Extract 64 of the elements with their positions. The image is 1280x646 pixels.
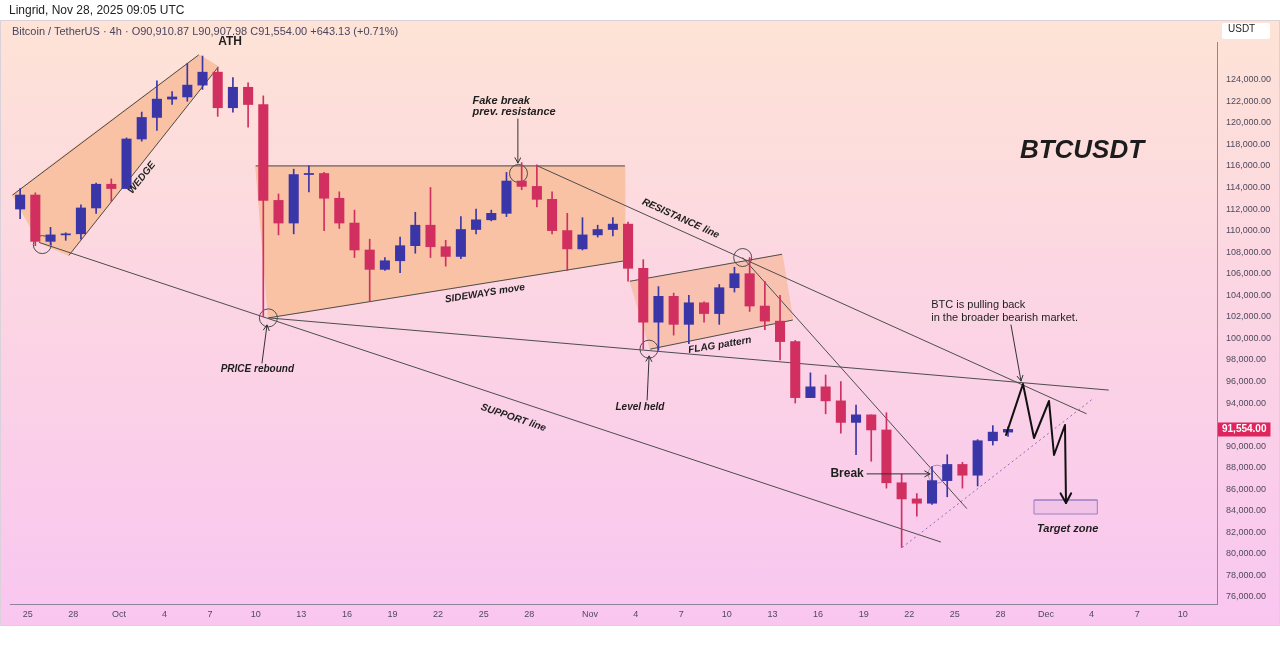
text: 91,554.00 — [1222, 423, 1267, 435]
annotation: Fake break prev. resistance — [471, 93, 556, 117]
x-tick-label: 4 — [1089, 608, 1095, 619]
annotation: PRICE rebound — [220, 362, 295, 374]
y-tick-label: 78,000.00 — [1226, 569, 1267, 580]
y-tick-label: 120,000.00 — [1226, 117, 1272, 128]
x-tick-label: 25 — [949, 608, 960, 619]
y-tick-label: 116,000.00 — [1226, 160, 1271, 171]
text: Lingrid, Nov 28, 2025 09:05 UTC — [9, 3, 185, 17]
annotation: ATH — [218, 34, 242, 49]
x-tick-label: 7 — [207, 608, 213, 619]
y-tick-label: 100,000.00 — [1226, 332, 1272, 343]
x-tick-label: 19 — [858, 608, 869, 619]
x-tick-label: 25 — [22, 608, 33, 619]
x-tick-label: 13 — [767, 608, 778, 619]
x-tick-label: 10 — [1177, 608, 1188, 619]
y-tick-label: 118,000.00 — [1226, 138, 1271, 149]
annotation: Target zone — [1036, 522, 1099, 535]
y-axis-title: USDT — [1222, 23, 1270, 39]
annotation: BTC is pulling back in the broader bearish market. — [931, 297, 1078, 323]
x-tick-label: 16 — [813, 608, 824, 619]
y-tick-label: 110,000.00 — [1226, 225, 1271, 236]
x-tick-label: Oct — [111, 608, 127, 619]
y-tick-label: 104,000.00 — [1226, 289, 1272, 300]
y-tick-label: 108,000.00 — [1226, 246, 1272, 257]
y-tick-label: 112,000.00 — [1226, 203, 1271, 214]
x-tick-label: 28 — [995, 608, 1006, 619]
x-tick-label: Nov — [582, 608, 599, 619]
x-tick-label: 4 — [633, 608, 639, 619]
annotation: Break — [830, 466, 865, 481]
y-tick-label: 122,000.00 — [1226, 95, 1272, 106]
y-tick-label: 124,000.00 — [1226, 74, 1272, 85]
annotation: Level held — [615, 400, 666, 412]
y-tick-label: 90,000.00 — [1226, 440, 1267, 451]
y-tick-label: 102,000.00 — [1226, 311, 1272, 322]
y-tick-label: 84,000.00 — [1226, 505, 1267, 516]
x-tick-label: 10 — [250, 608, 261, 619]
x-tick-label: 22 — [433, 608, 444, 619]
x-tick-label: 19 — [387, 608, 398, 619]
y-tick-label: 82,000.00 — [1226, 526, 1267, 537]
x-tick-label: Dec — [1038, 608, 1055, 619]
x-tick-label: 16 — [341, 608, 352, 619]
chart-subtitle: Bitcoin / TetherUS · 4h · O90,910.87 L90,907.98 C91,554.00 +643.13 (+0.71%) — [12, 25, 399, 37]
annotation: SIDEWAYS move — [444, 280, 527, 305]
y-tick-label: 106,000.00 — [1226, 268, 1272, 279]
x-tick-label: 22 — [904, 608, 915, 619]
y-tick-label: 96,000.00 — [1226, 375, 1267, 386]
y-tick-label: 94,000.00 — [1226, 397, 1267, 408]
x-tick-label: 28 — [68, 608, 79, 619]
y-tick-label: 76,000.00 — [1226, 591, 1267, 602]
x-tick-label: 7 — [678, 608, 684, 619]
x-tick-label: 10 — [721, 608, 732, 619]
y-tick-label: 88,000.00 — [1226, 462, 1267, 473]
y-tick-label: 80,000.00 — [1226, 548, 1267, 559]
x-tick-label: 28 — [524, 608, 535, 619]
x-tick-label: 13 — [296, 608, 307, 619]
y-tick-label: 86,000.00 — [1226, 483, 1267, 494]
y-tick-label: 114,000.00 — [1226, 181, 1271, 192]
x-tick-label: 25 — [478, 608, 489, 619]
annotation: FLAG pattern — [687, 333, 753, 356]
y-tick-label: 98,000.00 — [1226, 354, 1267, 365]
text: BTCUSDT — [1019, 133, 1145, 165]
x-tick-label: 7 — [1134, 608, 1140, 619]
x-tick-label: 4 — [162, 608, 168, 619]
